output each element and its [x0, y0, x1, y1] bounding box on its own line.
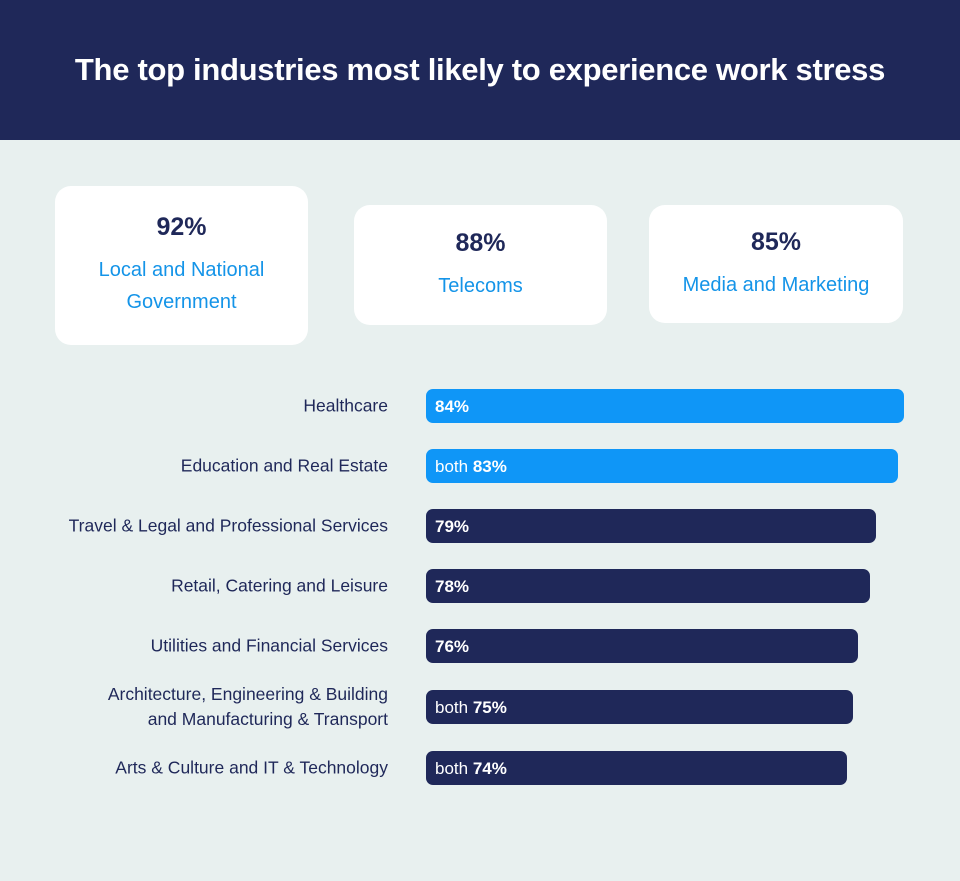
title: The top industries most likely to experi…: [74, 52, 886, 87]
category-label: Retail, Catering and Leisure: [171, 575, 388, 596]
highlight-card: 85% Media and Marketing: [649, 205, 903, 323]
category-label: Travel & Legal and Professional Services: [68, 515, 388, 536]
category-label: Healthcare: [303, 395, 388, 416]
header: The top industries most likely to experi…: [0, 0, 960, 140]
category-label: Utilities and Financial Services: [150, 635, 388, 656]
highlight-label: Local and National Government: [98, 259, 265, 313]
bar: [426, 449, 899, 483]
value-label: both 83%: [435, 457, 507, 476]
highlight-label: Telecoms: [438, 274, 523, 297]
highlight-value: 88%: [455, 228, 506, 257]
category-label: Education and Real Estate: [180, 455, 388, 476]
value-label: 76%: [435, 637, 470, 656]
value-label: both 74%: [435, 759, 507, 778]
bar: [426, 690, 853, 724]
bar: [426, 751, 848, 785]
category-label: Architecture, Engineering & Building and…: [107, 684, 388, 729]
highlight-card: 88% Telecoms: [354, 205, 607, 325]
category-label: Arts & Culture and IT & Technology: [115, 757, 388, 778]
highlight-value: 92%: [156, 213, 207, 241]
value-label: 79%: [435, 517, 470, 536]
bar: [426, 569, 870, 603]
bar: [426, 509, 876, 543]
value-label: both 75%: [435, 698, 507, 717]
highlight-label: Media and Marketing: [682, 273, 870, 296]
highlight-value: 85%: [750, 227, 802, 256]
value-label: 84%: [435, 397, 470, 416]
bar: [426, 389, 904, 423]
highlight-card: 92% Local and National Government: [55, 186, 308, 345]
value-label: 78%: [435, 577, 470, 596]
bar: [426, 629, 859, 663]
